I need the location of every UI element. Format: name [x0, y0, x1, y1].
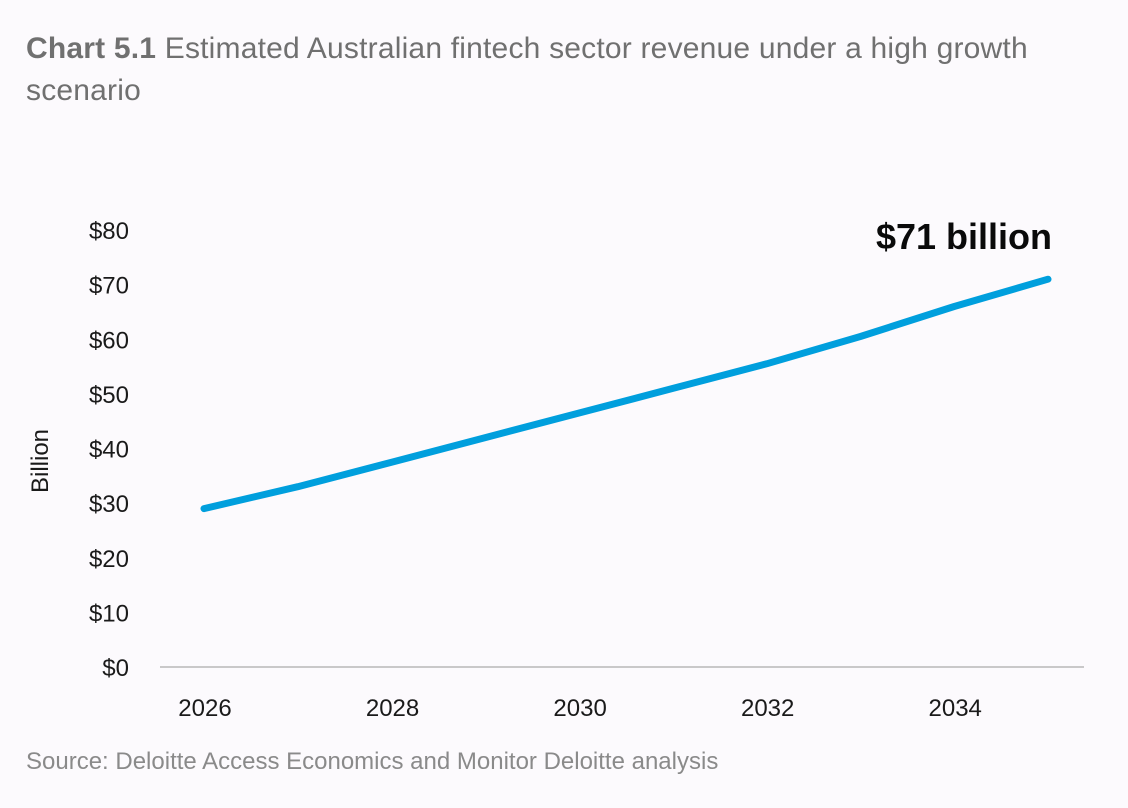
y-tick-label: $0: [102, 655, 129, 682]
x-axis-ticks: 2026 2028 2030 2032 2034: [178, 695, 982, 722]
source-note: Source: Deloitte Access Economics and Mo…: [26, 748, 719, 775]
y-axis-label: Billion: [27, 429, 54, 493]
chart-title: Chart 5.1 Estimated Australian fintech s…: [26, 28, 1086, 112]
chart-number: Chart 5.1: [26, 32, 157, 65]
y-axis-ticks: $0 $10 $20 $30 $40 $50 $60 $70 $80: [89, 218, 129, 682]
series-group: [200, 275, 1052, 513]
x-tick-label: 2028: [366, 695, 419, 722]
y-tick-label: $50: [89, 382, 129, 409]
x-tick-label: 2030: [553, 695, 606, 722]
x-tick-label: 2034: [929, 695, 982, 722]
y-tick-label: $70: [89, 273, 129, 300]
end-value-annotation: $71 billion: [876, 216, 1052, 257]
y-tick-label: $40: [89, 437, 129, 464]
y-tick-label: $80: [89, 218, 129, 245]
y-tick-label: $20: [89, 546, 129, 573]
y-tick-label: $60: [89, 327, 129, 354]
x-tick-label: 2032: [741, 695, 794, 722]
y-tick-label: $10: [89, 600, 129, 627]
y-tick-label: $30: [89, 491, 129, 518]
series-line: [200, 275, 1052, 513]
chart-title-text: Estimated Australian fintech sector reve…: [26, 32, 1028, 107]
x-tick-label: 2026: [178, 695, 231, 722]
